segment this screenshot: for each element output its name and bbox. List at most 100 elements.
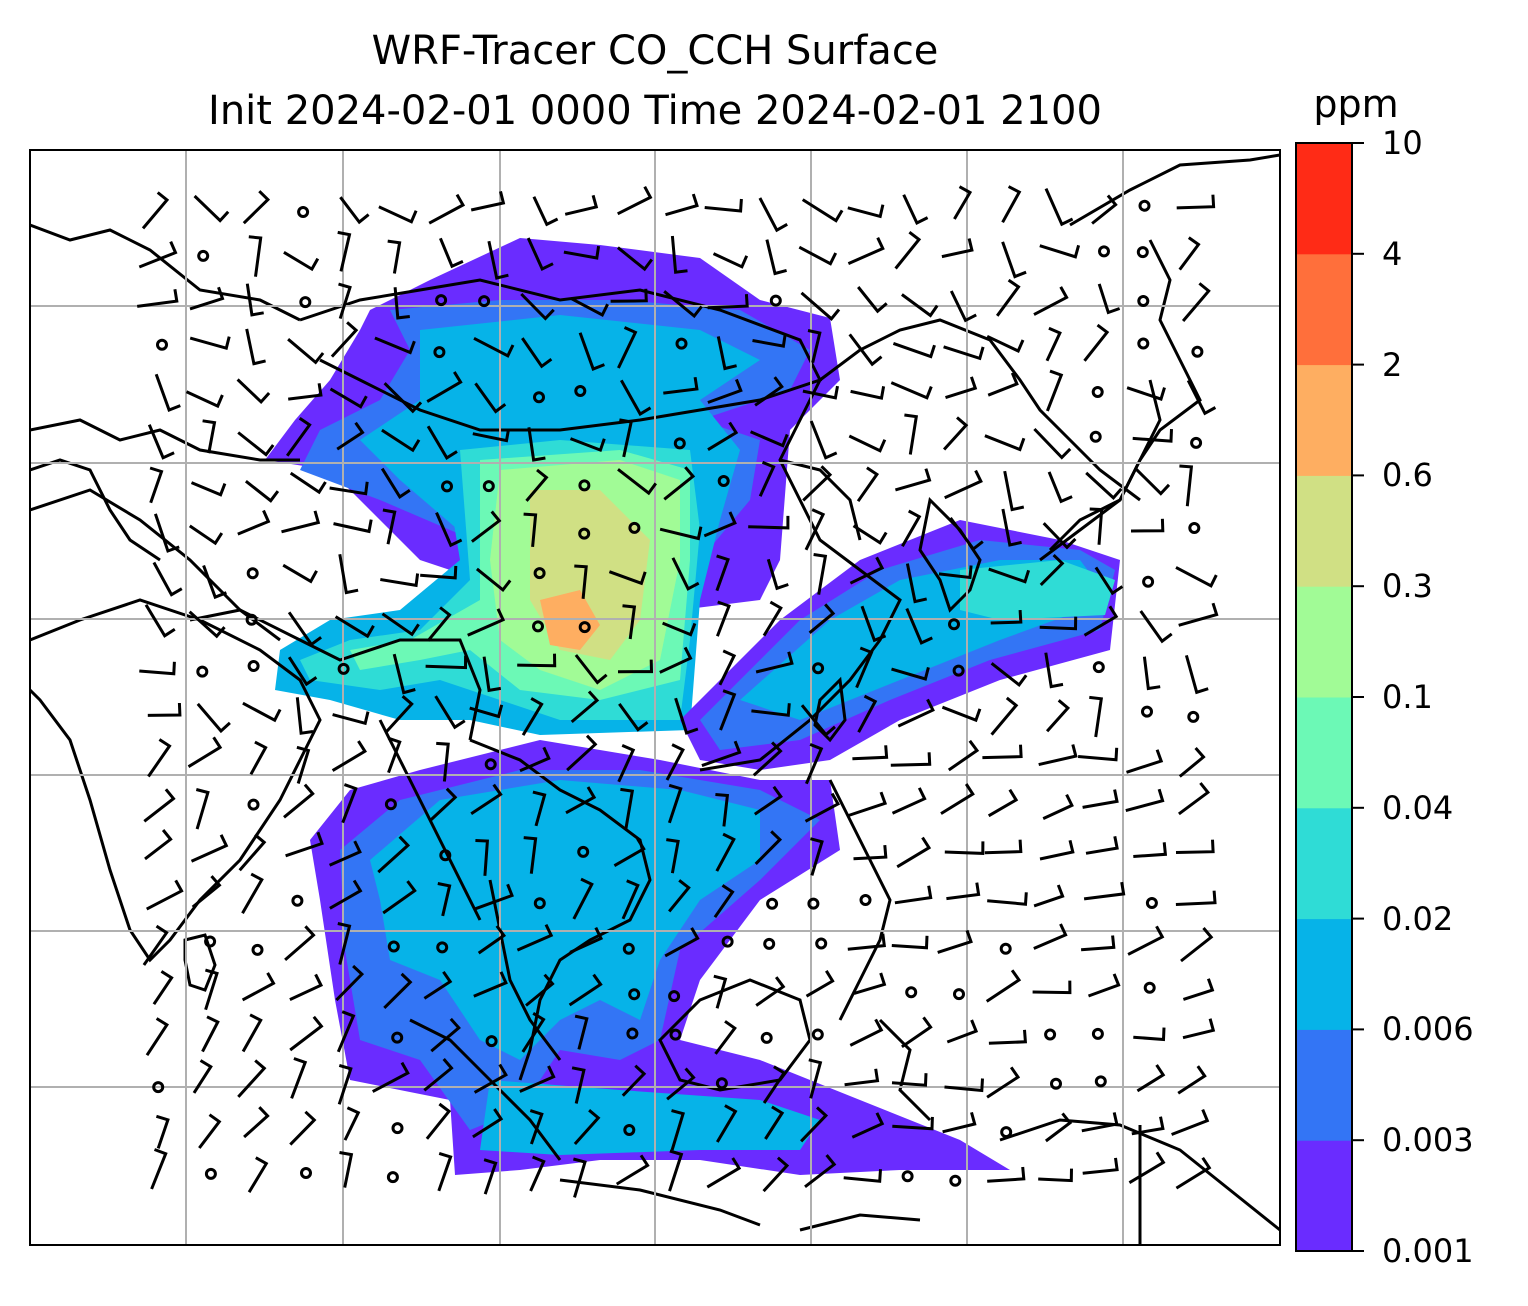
wind-barb [337,1063,353,1105]
calm-wind-circle [1143,981,1156,994]
wind-barb [707,421,739,451]
wind-barb [1039,616,1078,631]
wind-barb [573,1157,587,1198]
wind-barb [330,321,359,358]
wind-barb [383,382,423,414]
wind-barb [890,752,932,767]
wind-barb [565,786,597,815]
wind-barb [296,745,311,784]
wind-barb [487,240,509,280]
wind-barb [189,336,231,351]
wind-barb [892,1116,934,1131]
wind-barb [619,418,633,458]
wind-barb [430,1017,461,1053]
wind-barb [571,1066,586,1104]
wind-barb [1175,566,1218,588]
wind-barb [990,610,1023,625]
wind-barb [1087,973,1121,998]
wind-barb [423,1058,454,1092]
wind-barb [1001,508,1022,547]
wind-barb [331,740,367,772]
wind-barb [718,649,737,686]
wind-barb [619,379,652,417]
coastline-bohai [779,458,862,541]
wind-barb [622,604,637,640]
wind-barb [237,431,275,457]
wind-barb [666,1067,696,1101]
calm-wind-circle [1142,575,1155,588]
wind-barb [990,662,1028,688]
wind-barb [428,193,466,225]
calm-wind-circle [675,337,688,350]
wind-barb [1083,605,1119,637]
wind-barb [615,1154,650,1186]
wind-barb [187,736,223,768]
calm-wind-circle [1187,710,1200,723]
calm-wind-circle [717,475,730,487]
wind-barb [578,332,605,371]
calm-wind-circle [1191,345,1204,358]
calm-wind-circle [1141,705,1153,718]
wind-barb [942,1112,977,1134]
calm-wind-circle [441,480,453,493]
wind-barb [483,1158,498,1195]
wind-barb [659,526,703,541]
wind-barb [190,481,227,497]
wind-barb [1178,602,1219,627]
wind-barb [289,1015,324,1052]
wind-barb [245,328,266,366]
wind-barb [236,378,271,405]
wind-barb [142,924,169,966]
coastline-sumatra [409,1018,562,1161]
wind-barb [988,567,1031,584]
wind-barb [847,933,886,951]
calm-wind-circle [721,935,734,948]
calm-wind-circle [766,897,779,910]
wind-barb [473,971,508,998]
wind-barb [247,1156,269,1193]
wind-barb [477,925,507,955]
wind-barb [1042,522,1077,550]
wind-barb [329,481,369,496]
wind-barb [755,976,786,1007]
wind-barb [1001,185,1022,224]
wind-barb [566,734,598,772]
wind-barb [1130,518,1165,533]
calm-wind-circle [668,990,681,1003]
wind-barb [715,600,731,637]
wind-barb [805,743,824,785]
wind-barb [149,466,164,504]
wind-barb [804,792,841,823]
wind-barb [618,703,649,732]
calm-wind-circle [623,1124,636,1136]
field-gulf-high [480,1080,820,1155]
wind-barb [944,1078,984,1093]
wind-barb [1045,326,1062,362]
wind-barb [940,783,975,815]
wind-barb [290,1057,308,1099]
wind-barb [852,745,889,761]
wind-barb [617,468,658,496]
wind-barb [1127,925,1165,956]
wind-barb [762,1065,787,1104]
wind-barb [987,1166,1026,1183]
wind-barb [1097,283,1121,315]
calm-wind-circle [815,937,828,950]
wind-barb [1179,464,1194,507]
wind-barb [1091,194,1118,225]
coastline-northeast-asia [1069,153,1280,227]
wind-barb [937,929,973,954]
calm-wind-circle [1190,436,1203,449]
wind-barb [332,711,370,726]
wind-barb [380,467,411,500]
wind-barb [243,1106,270,1139]
calm-wind-circle [204,1167,217,1180]
wind-barb [617,744,636,783]
wind-barb [387,736,402,774]
wind-barb [1182,978,1215,1001]
wind-barb [1044,652,1064,689]
wind-barb [941,238,974,259]
wind-barb [901,509,922,548]
wind-barb [613,837,646,867]
wind-barb [1032,980,1072,995]
